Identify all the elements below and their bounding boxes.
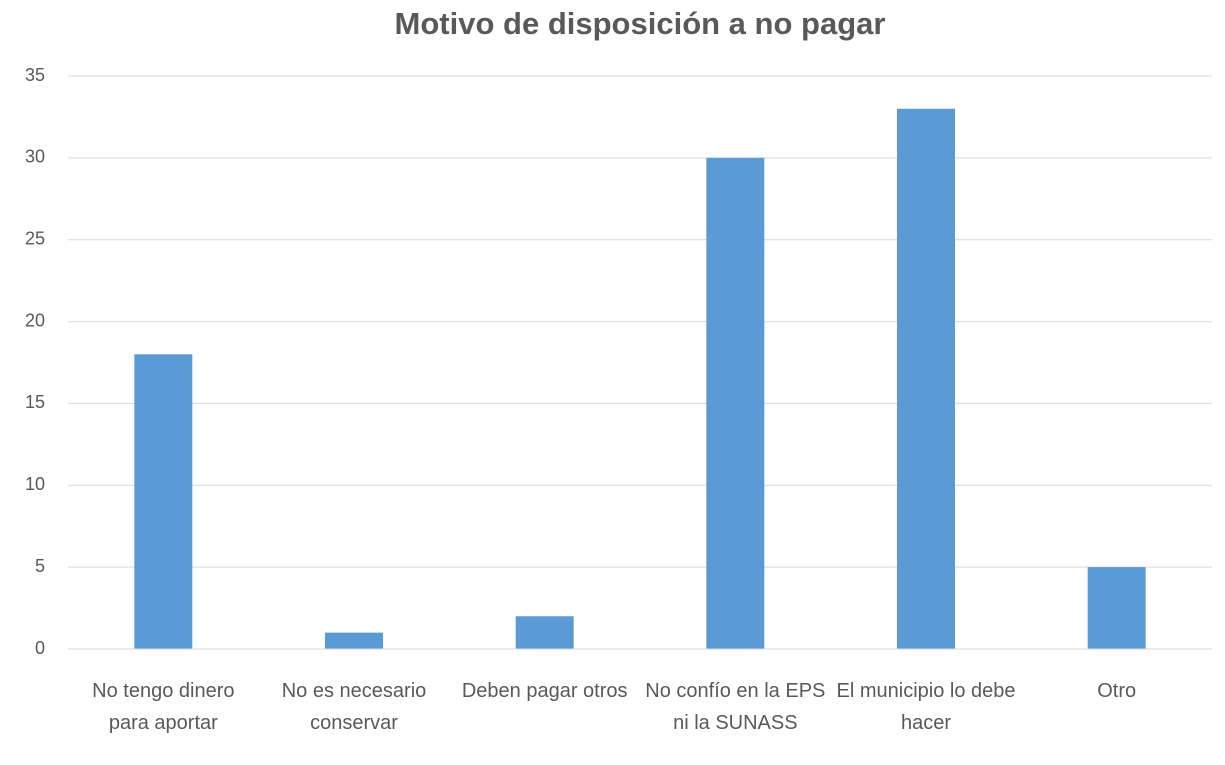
y-tick-label: 20 bbox=[25, 310, 45, 330]
x-tick-label: Deben pagar otros bbox=[462, 680, 628, 702]
x-tick-label: No tengo dinero para aportar bbox=[92, 680, 234, 734]
bar bbox=[1087, 567, 1146, 649]
y-tick-label: 15 bbox=[25, 392, 45, 412]
chart-title: Motivo de disposición a no pagar bbox=[395, 6, 886, 41]
bar bbox=[134, 354, 193, 649]
y-tick-label: 5 bbox=[35, 556, 45, 576]
bar bbox=[897, 108, 955, 649]
x-tick-label: No confío en la EPS ni la SUNASS bbox=[645, 680, 825, 734]
bar bbox=[706, 157, 765, 649]
y-tick-label: 0 bbox=[35, 638, 45, 658]
y-tick-label: 25 bbox=[25, 228, 45, 248]
y-tick-label: 35 bbox=[25, 65, 45, 85]
y-tick-label: 10 bbox=[25, 474, 45, 494]
x-tick-label: Otro bbox=[1097, 680, 1136, 702]
x-tick-label: No es necesario conservar bbox=[282, 680, 427, 734]
bar bbox=[515, 616, 574, 649]
x-tick-label: El municipio lo debe hacer bbox=[837, 680, 1016, 734]
bar bbox=[325, 632, 383, 649]
y-tick-label: 30 bbox=[25, 147, 45, 167]
